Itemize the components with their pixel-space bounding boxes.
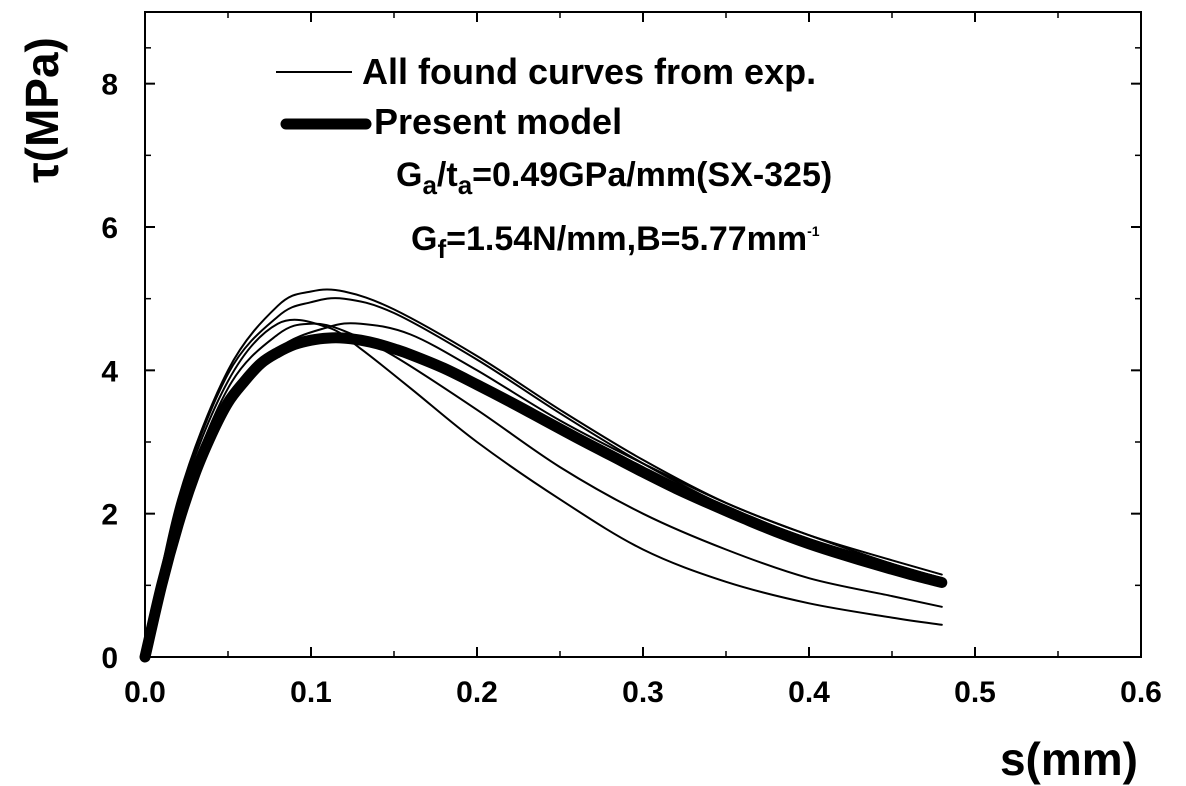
- x-tick-label: 0.1: [290, 676, 332, 709]
- legend-label-model: Present model: [374, 101, 622, 142]
- x-tick-label: 0.0: [124, 676, 166, 709]
- y-tick-label: 8: [101, 69, 118, 102]
- y-tick-label: 2: [101, 499, 118, 532]
- x-tick-label: 0.6: [1120, 676, 1162, 709]
- plot-area-border: [144, 11, 1142, 658]
- y-tick-labels: 0 2 4 6 8: [101, 69, 118, 675]
- series-line-present-model: [139, 332, 948, 663]
- y-tick-label: 0: [101, 642, 118, 675]
- x-tick-label: 0.4: [788, 676, 830, 709]
- annotation-fracture-energy: Gf=1.54N/mm,B=5.77mm-1: [411, 220, 820, 264]
- y-tick-label: 6: [101, 212, 118, 245]
- series-line-experimental-2: [144, 322, 943, 658]
- axis-ticks: [144, 12, 1142, 658]
- series-line-experimental-1: [144, 318, 943, 658]
- series-group: [139, 288, 948, 663]
- annotation-shear-stiffness: Ga/ta=0.49GPa/mm(SX-325): [396, 156, 832, 200]
- x-tick-labels: 0.0 0.1 0.2 0.3 0.4 0.5 0.6: [124, 676, 1162, 709]
- y-tick-label: 4: [101, 355, 118, 388]
- legend: All found curves from exp. Present model: [276, 51, 816, 142]
- x-tick-label: 0.5: [954, 676, 996, 709]
- plot-frame: [144, 11, 1142, 658]
- x-tick-label: 0.3: [622, 676, 664, 709]
- series-line-experimental-4: [144, 297, 943, 658]
- legend-label-experimental: All found curves from exp.: [362, 51, 816, 92]
- x-axis-title: s(mm): [1000, 733, 1138, 785]
- y-axis-title: τ(MPa): [16, 37, 68, 183]
- x-tick-label: 0.2: [456, 676, 498, 709]
